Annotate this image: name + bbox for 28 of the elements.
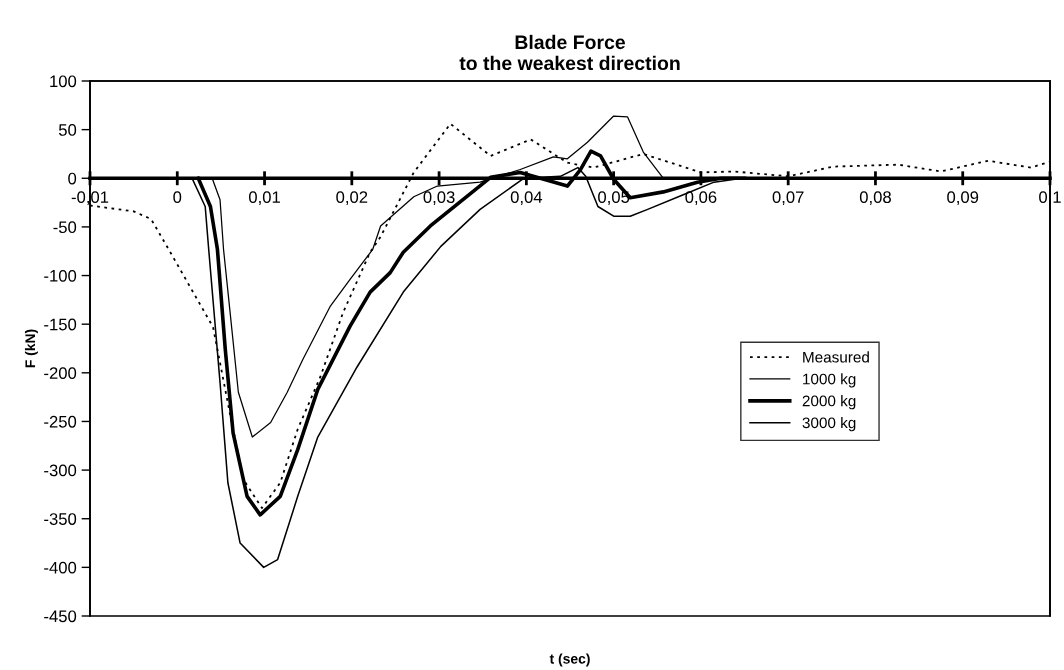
x-axis-title: t (sec) xyxy=(549,653,590,667)
y-tick-label: 100 xyxy=(50,75,77,88)
y-tick-label: 0 xyxy=(68,172,77,185)
x-tick-label: 0,07 xyxy=(772,191,804,205)
x-tick-label: 0,03 xyxy=(423,191,455,205)
x-tick-label: 0,06 xyxy=(685,191,717,205)
legend-label: 3000 kg xyxy=(802,417,856,432)
y-tick-label: -200 xyxy=(44,367,77,380)
legend-label: Measured xyxy=(803,351,869,363)
y-tick-label: -250 xyxy=(44,415,77,428)
x-tick-label: 0,08 xyxy=(859,191,891,205)
y-axis-title: F (kN) xyxy=(24,329,38,368)
y-tick-label: -450 xyxy=(44,610,77,623)
y-tick-label: -50 xyxy=(53,221,77,234)
y-tick-label: -300 xyxy=(44,464,77,477)
x-tick-label: 0,01 xyxy=(248,191,280,205)
y-tick-label: -150 xyxy=(44,318,77,331)
x-tick-label: 0,09 xyxy=(947,191,979,205)
x-tick-label: 0 xyxy=(173,191,182,204)
legend-label: 1000 kg xyxy=(803,373,856,388)
y-tick-label: -350 xyxy=(44,513,77,525)
x-tick-label: 0,04 xyxy=(510,191,543,205)
y-tick-label: -400 xyxy=(44,561,77,574)
y-tick-label: 50 xyxy=(58,124,77,136)
legend-label: 2000 kg xyxy=(802,395,856,410)
y-tick-label: -100 xyxy=(44,269,77,282)
x-tick-label: 0,02 xyxy=(336,191,368,205)
chart-title: Blade Force to the weakest direction xyxy=(459,34,680,71)
